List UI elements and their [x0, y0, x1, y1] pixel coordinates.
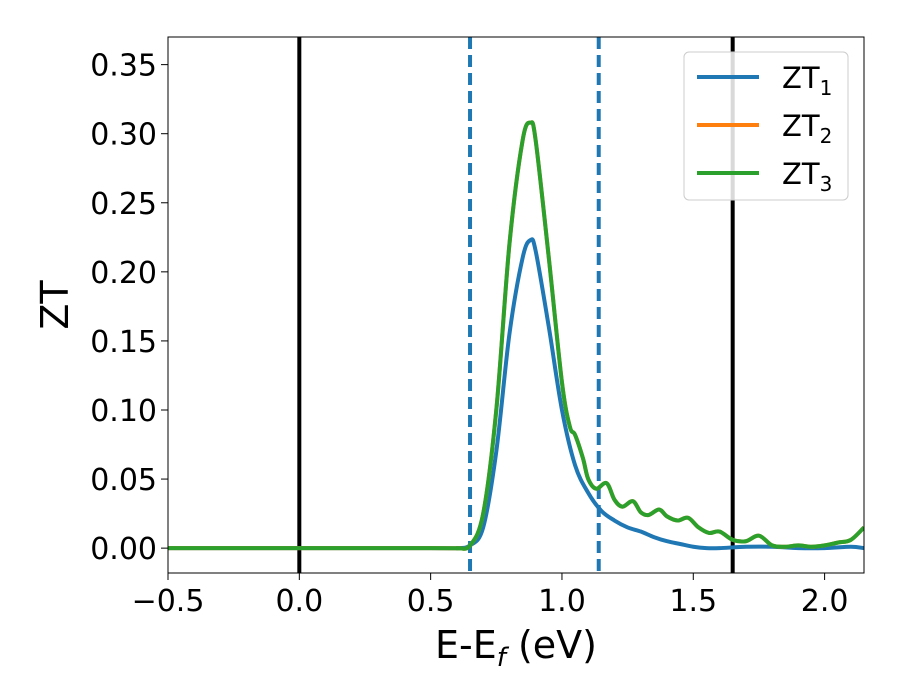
- y-tick-label: 0.25: [90, 187, 157, 222]
- x-tick-label: −0.5: [132, 584, 205, 619]
- y-tick-label: 0.00: [90, 532, 157, 567]
- y-axis-label: ZT: [33, 280, 77, 330]
- x-tick-label: 2.0: [801, 584, 849, 619]
- series-layer: [168, 120, 864, 551]
- y-tick-label: 0.35: [90, 49, 157, 84]
- y-axis: 0.00 0.05 0.10 0.15 0.20 0.25 0.30 0.35: [90, 49, 168, 567]
- x-tick-label: 1.5: [669, 584, 717, 619]
- x-tick-label: 0.0: [275, 584, 323, 619]
- plot-frame: [167, 36, 865, 574]
- series-line-1: [168, 237, 864, 551]
- legend-label: ZT2: [782, 109, 832, 148]
- series-line-3: [168, 120, 864, 551]
- x-tick-label: 1.0: [538, 584, 586, 619]
- y-tick-label: 0.05: [90, 463, 157, 498]
- y-tick-label: 0.15: [90, 325, 157, 360]
- x-axis: −0.5 0.0 0.5 1.0 1.5 2.0: [132, 573, 849, 619]
- legend-label: ZT3: [782, 157, 832, 196]
- x-tick-label: 0.5: [407, 584, 455, 619]
- y-tick-label: 0.10: [90, 394, 157, 429]
- legend: ZT1 ZT2 ZT3: [683, 51, 849, 201]
- y-tick-label: 0.20: [90, 256, 157, 291]
- legend-box: [683, 51, 849, 201]
- x-axis-label: E-Ef (eV): [435, 623, 597, 673]
- legend-label: ZT1: [782, 61, 832, 100]
- y-tick-label: 0.30: [90, 118, 157, 153]
